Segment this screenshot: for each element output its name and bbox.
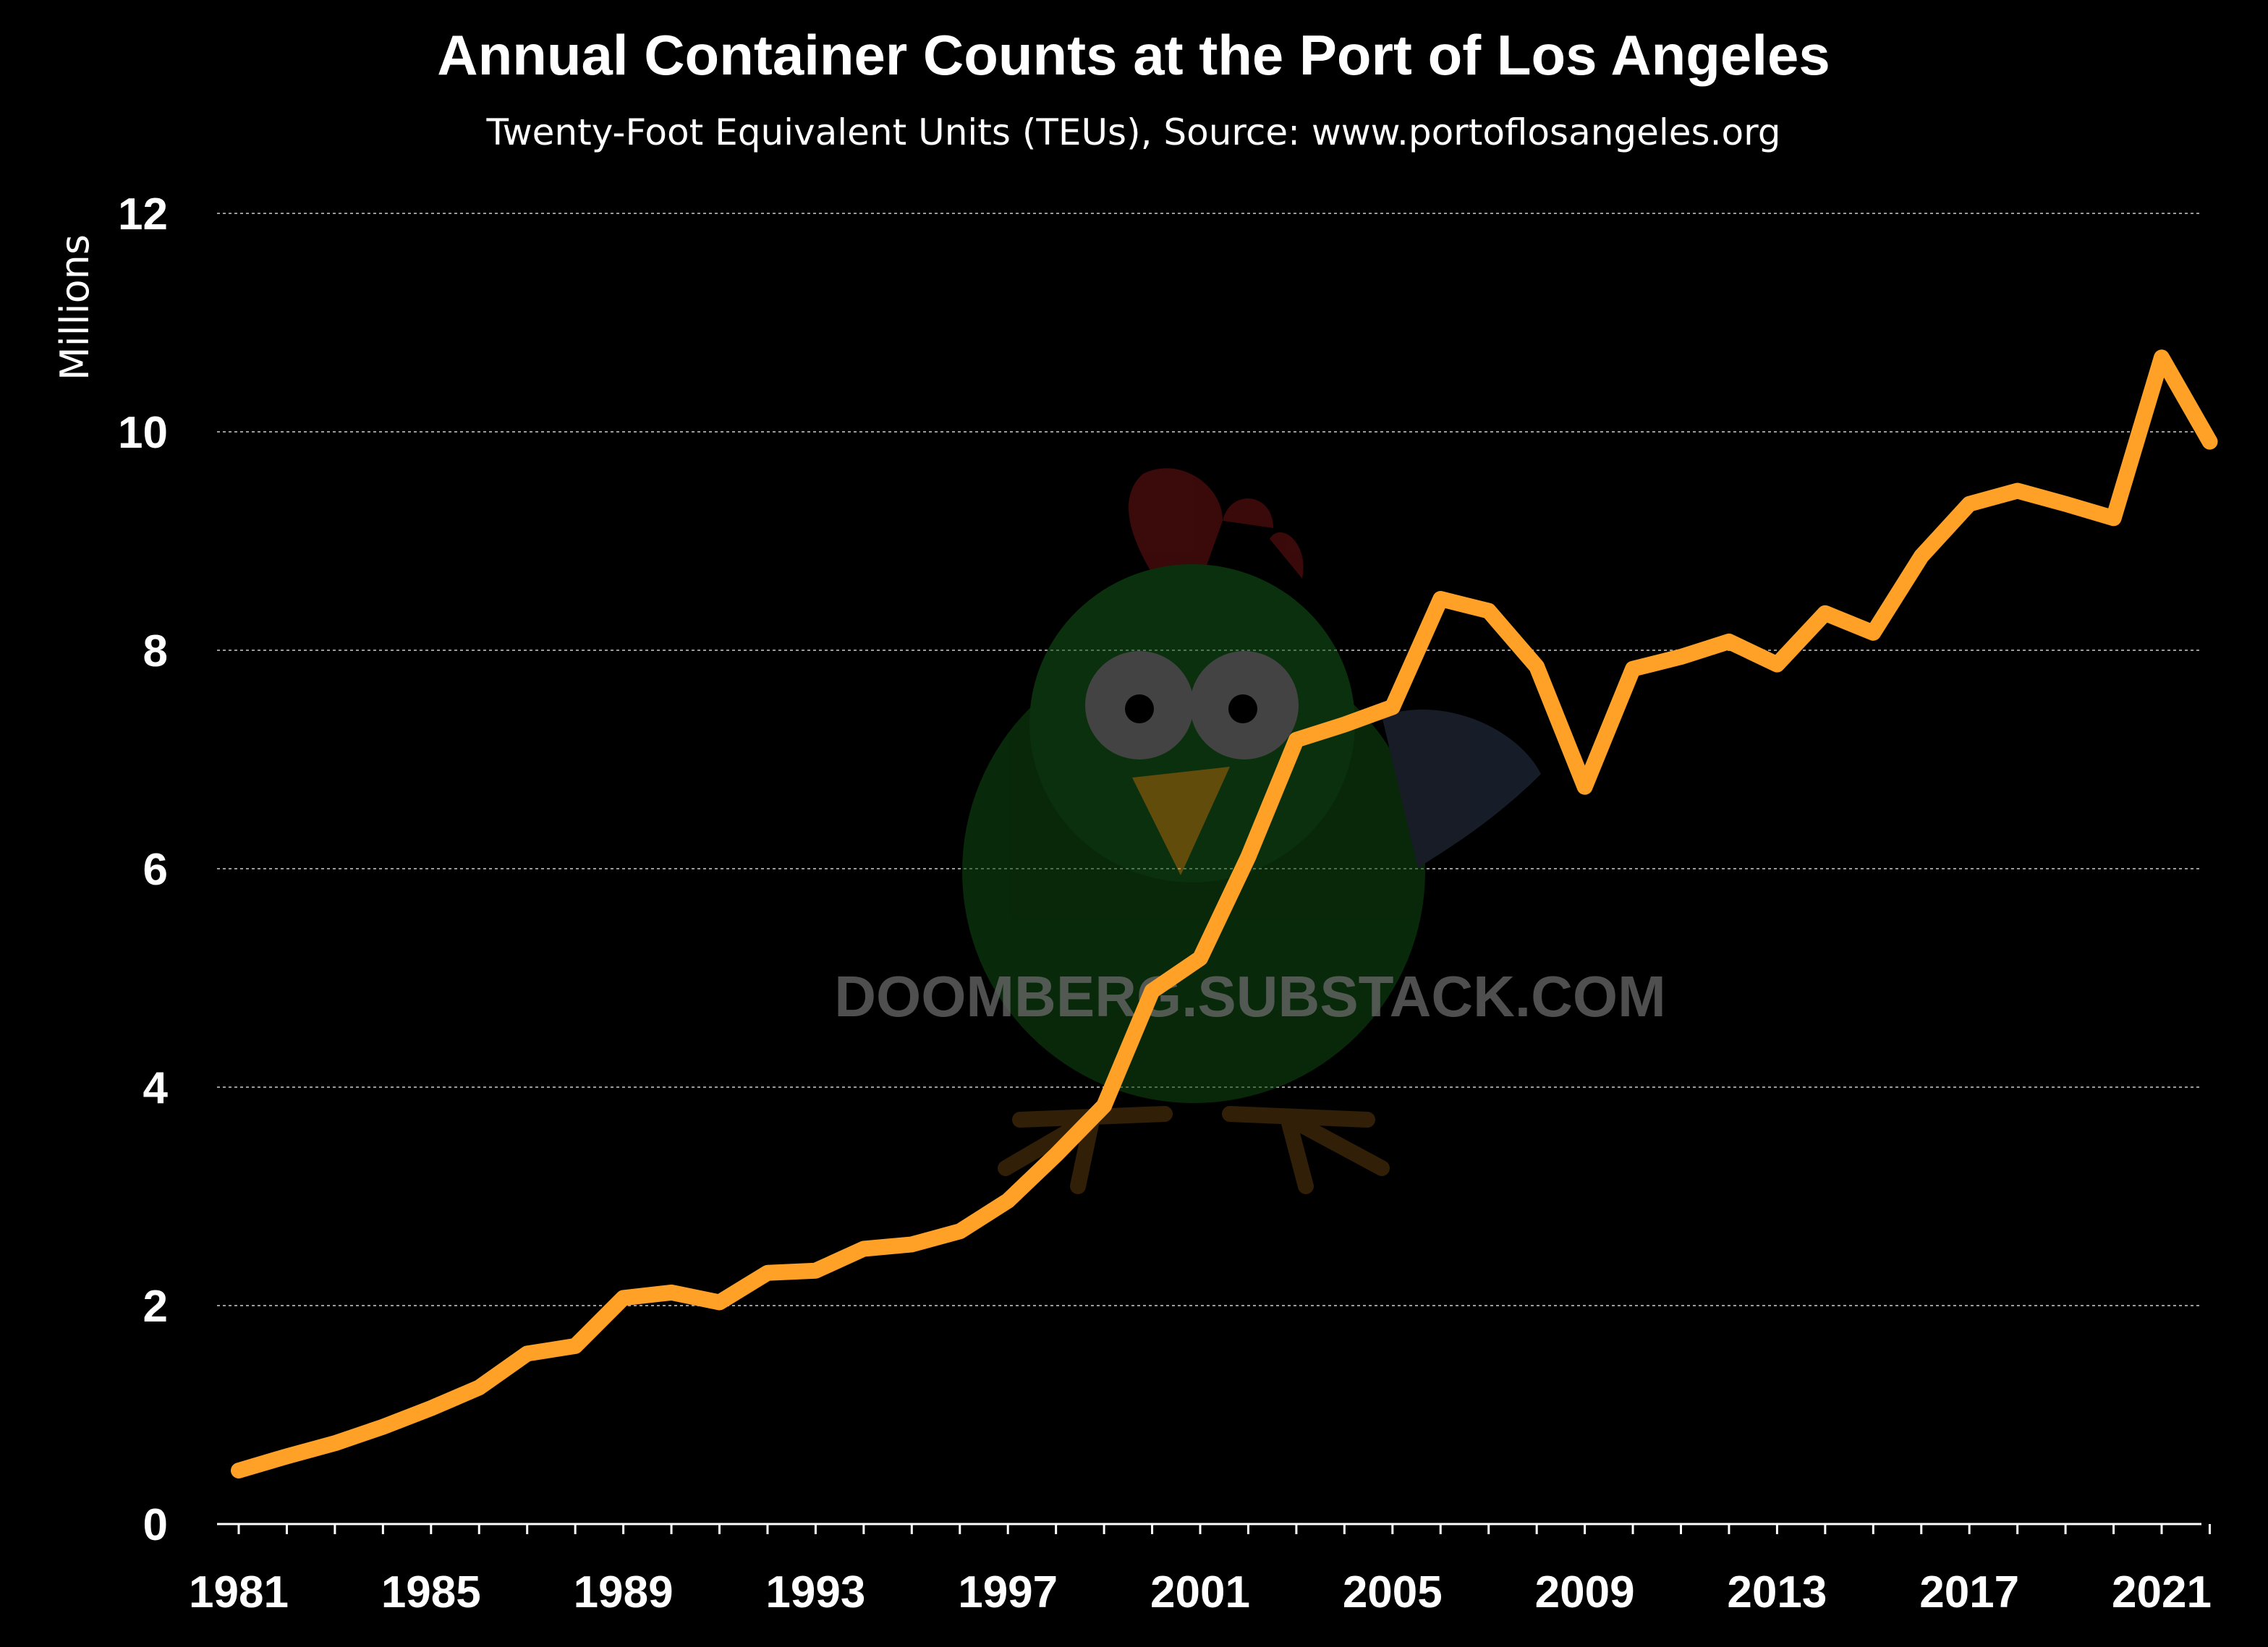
data-point [1103,1105,1105,1107]
watermark-text: DOOMBERG.SUBSTACK.COM [834,964,1666,1029]
data-point [671,1291,673,1293]
x-tick-label: 2021 [2112,1567,2212,1617]
data-point [2016,490,2018,492]
data-point [238,1470,239,1472]
data-point [382,1426,384,1428]
y-tick-label: 6 [143,845,168,895]
x-tick-label: 2005 [1343,1567,1443,1617]
y-tick-label: 0 [143,1500,168,1550]
data-point [1391,706,1393,708]
data-point [286,1455,288,1457]
x-tick-label: 2013 [1727,1567,1827,1617]
data-point [2209,441,2211,443]
data-point [1055,1154,1057,1156]
data-point [1920,556,1922,558]
data-point [334,1442,336,1444]
x-tick-label: 2017 [1919,1567,2019,1617]
data-point [1536,665,1538,668]
data-point [574,1345,577,1347]
data-point [1776,663,1778,665]
y-tick-label: 2 [143,1282,168,1332]
series-line [231,349,2218,1478]
data-point [1247,856,1249,858]
x-tick-label: 2001 [1150,1567,1250,1617]
x-tick-label: 1981 [189,1567,289,1617]
y-tick-label: 10 [118,408,168,458]
data-point [766,1272,768,1274]
data-point [1872,631,1874,634]
data-point [959,1230,961,1233]
chart-title: Annual Container Counts at the Port of L… [437,23,1830,87]
data-point [2161,357,2162,359]
data-point [2065,503,2067,505]
x-axis-ticks: 1981 1985 1989 1993 1997 2001 2005 2009 2013 2017… [189,1524,2212,1617]
x-tick-label: 1989 [574,1567,674,1617]
data-point [478,1387,480,1389]
data-point [1824,612,1826,614]
x-tick-label: 1997 [958,1567,1058,1617]
data-point [1151,990,1153,992]
data-point [1440,598,1442,600]
chart-subtitle: Twenty-Foot Equivalent Units (TEUs), Sou… [485,111,1780,153]
x-tick-label: 1993 [765,1567,865,1617]
data-point [430,1407,432,1409]
data-point [1584,786,1586,788]
data-point [1199,957,1201,959]
data-point [2112,517,2115,519]
data-point [862,1248,865,1250]
data-point [815,1269,817,1272]
y-tick-label: 4 [143,1063,169,1113]
data-points [238,357,2211,1472]
y-axis-ticks: 0 2 4 6 8 10 12 [118,190,168,1550]
data-point [718,1301,721,1303]
data-point [1680,656,1682,658]
y-tick-label: 12 [118,190,168,239]
x-tick-label: 1985 [381,1567,481,1617]
y-axis-label: Millions [52,234,98,380]
data-point [1728,640,1730,642]
data-point [526,1353,528,1355]
chicken-mascot-watermark-icon [962,468,1541,1194]
data-point [911,1243,913,1246]
data-point [1487,610,1490,612]
data-point [622,1297,624,1299]
data-point [1968,503,1971,505]
data-point [1632,668,1634,670]
data-point [1343,723,1346,725]
data-point [1007,1200,1009,1202]
y-tick-label: 8 [143,626,168,676]
data-point [1295,739,1297,741]
x-tick-label: 2009 [1535,1567,1635,1617]
